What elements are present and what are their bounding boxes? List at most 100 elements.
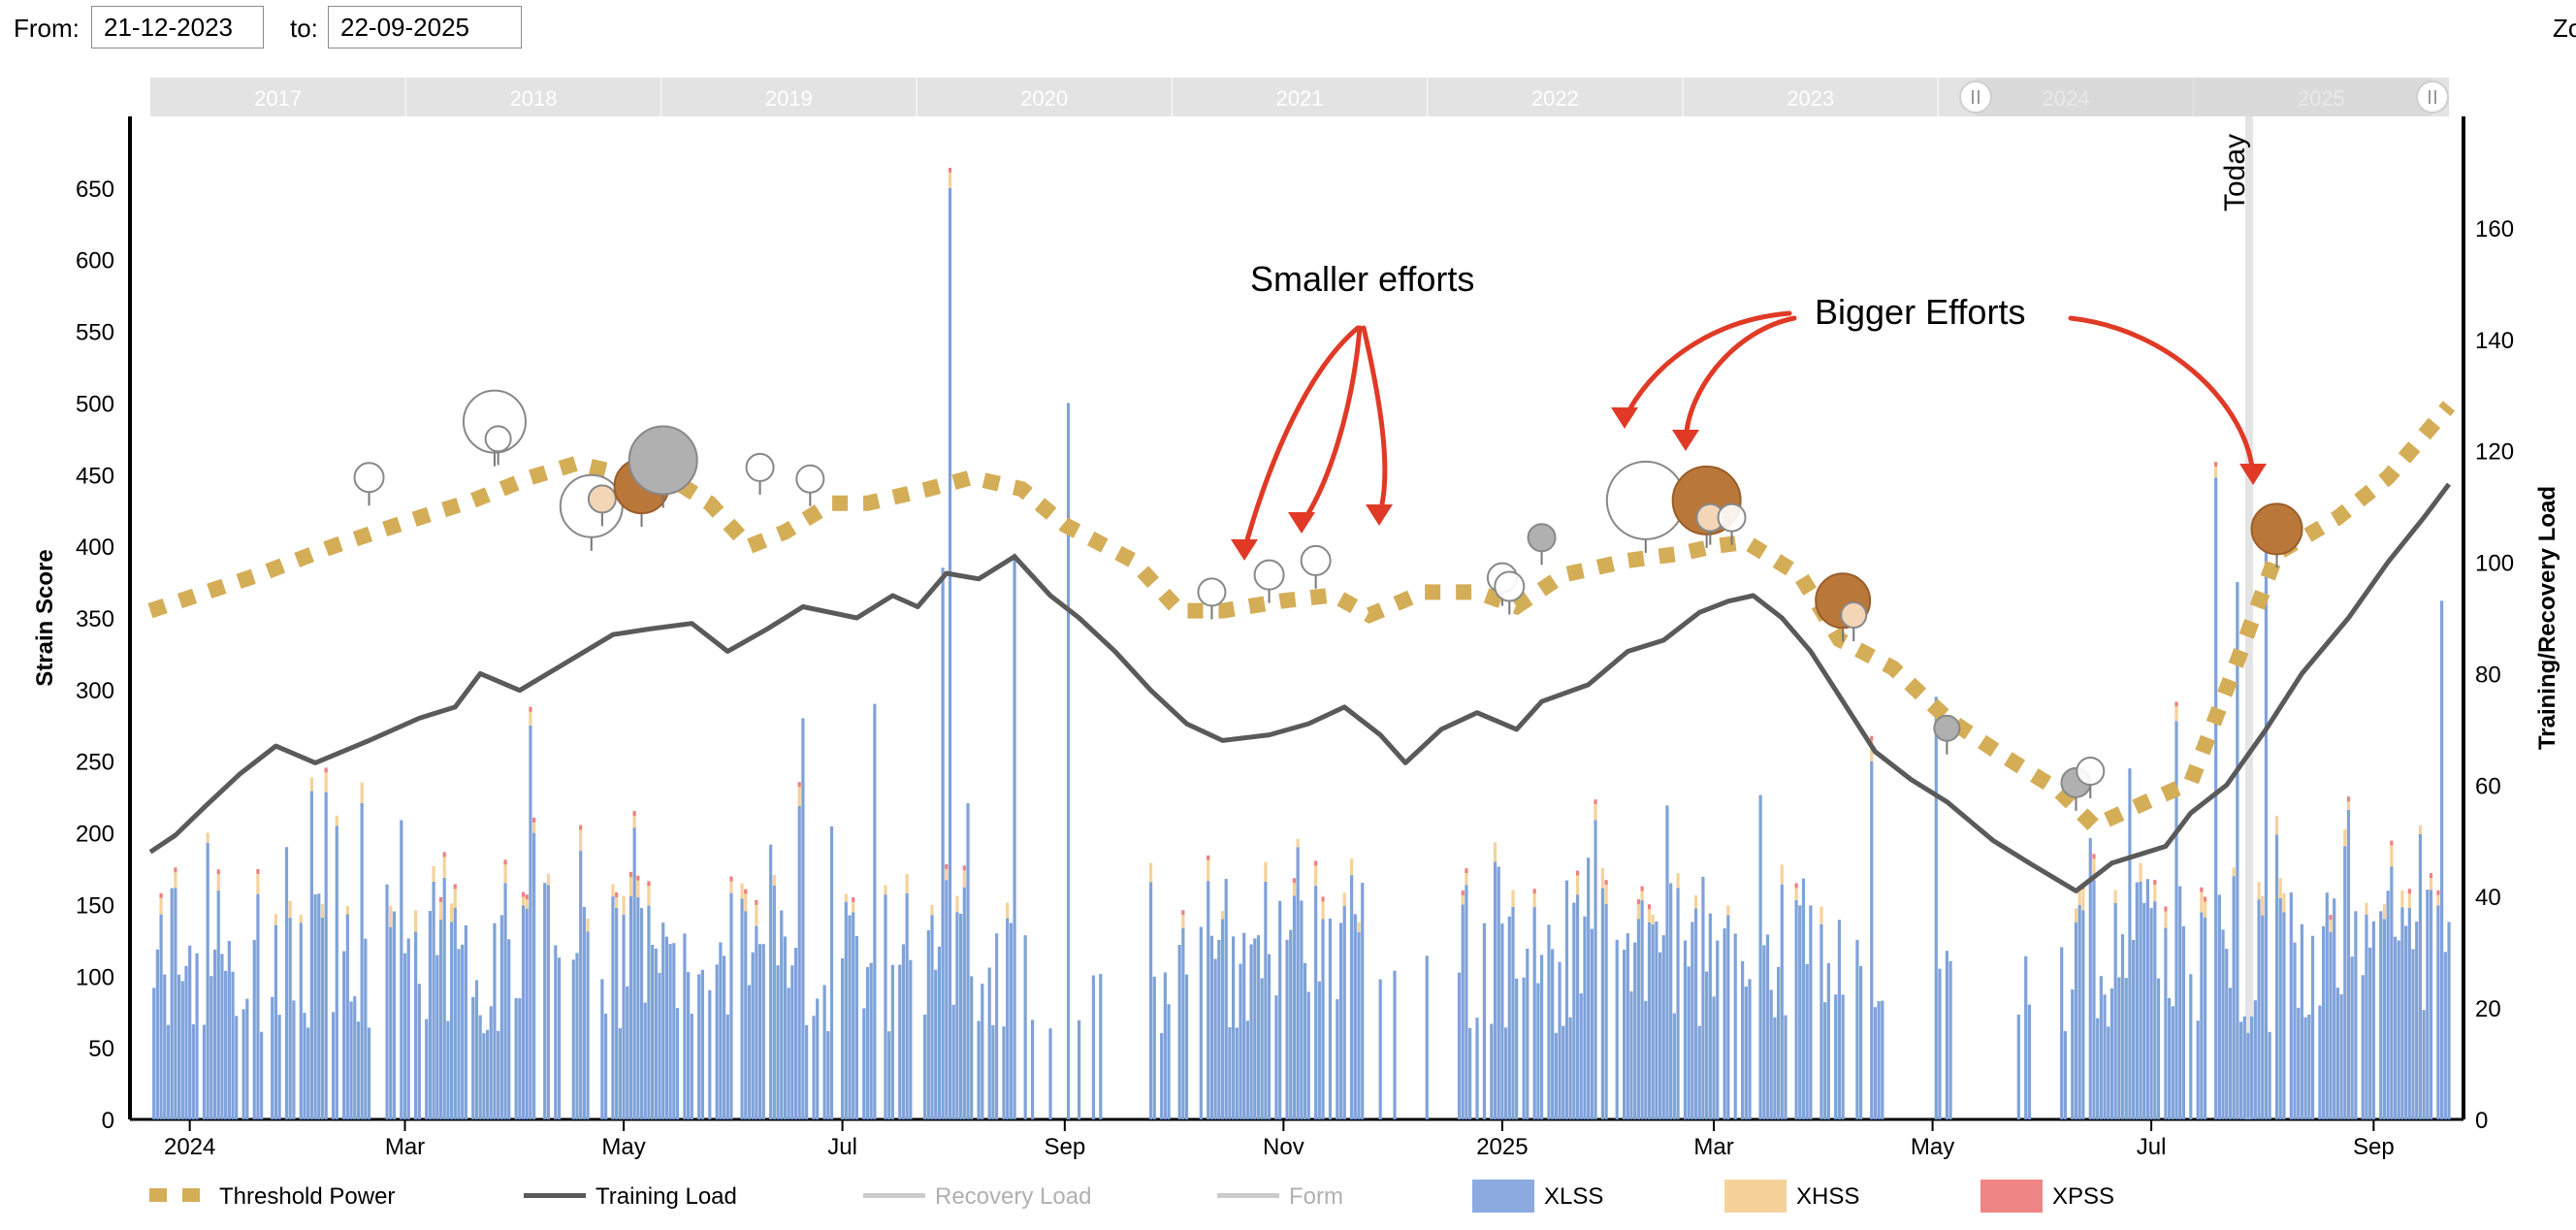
effort-bubble[interactable] <box>1197 577 1227 607</box>
xlss-bar <box>364 938 368 1119</box>
left-tick-label: 450 <box>76 463 114 489</box>
xlss-bar <box>389 926 393 1119</box>
effort-bubble[interactable] <box>795 464 825 494</box>
xlss-bar <box>2422 1010 2426 1119</box>
xlss-bar <box>1522 977 1526 1119</box>
xhss-bar <box>2418 825 2423 834</box>
effort-bubble[interactable] <box>1494 570 1526 602</box>
xlss-bar <box>2261 915 2265 1119</box>
xlss-bar <box>2443 952 2447 1119</box>
effort-bubble[interactable] <box>1933 714 1961 742</box>
xlss-bar <box>385 884 389 1119</box>
xlss-bar <box>1809 905 1813 1119</box>
arrow-head <box>1231 539 1258 561</box>
effort-bubbles <box>353 389 2303 811</box>
xhss-bar <box>740 883 744 899</box>
xlss-bar <box>1475 1018 1479 1119</box>
xhss-bar <box>2329 920 2333 933</box>
xlss-bar <box>2103 994 2107 1119</box>
navigator-selection[interactable] <box>1976 78 2431 116</box>
xlss-bar <box>2343 846 2347 1119</box>
xlss-bar <box>1629 991 1633 1119</box>
xlss-bar <box>335 825 338 1119</box>
xhss-bar <box>632 816 636 828</box>
xpss-bar <box>324 767 328 773</box>
xlss-bar <box>1676 888 1680 1119</box>
xlss-bar <box>2027 1004 2032 1119</box>
xlss-bar <box>1776 966 1781 1119</box>
xlss-bar <box>2250 1016 2254 1119</box>
xlss-bar <box>840 957 845 1119</box>
xhss-bar <box>611 884 615 897</box>
xhss-bar <box>955 895 959 913</box>
xlss-bar <box>342 951 346 1119</box>
xlss-bar <box>1693 908 1698 1119</box>
xlss-bar <box>1235 1027 1239 1119</box>
navigator-left-handle[interactable] <box>1959 81 1992 113</box>
xhss-bar <box>2436 894 2440 906</box>
effort-bubble[interactable] <box>1253 559 1285 591</box>
xlss-bar <box>2297 1007 2301 1119</box>
xlss-bar <box>1784 1015 1787 1119</box>
xpss-bar <box>2214 462 2218 468</box>
xlss-bar <box>1945 951 1948 1119</box>
xlss-bar <box>1184 974 1189 1119</box>
range-navigator[interactable]: 201720182019202020212022202320242025 <box>150 78 2449 116</box>
effort-bubble[interactable] <box>353 462 385 494</box>
xlss-bar <box>1712 996 1716 1119</box>
xhss-bar <box>432 865 435 882</box>
arrow-head <box>2239 464 2267 485</box>
series-lines <box>147 401 2456 893</box>
xlss-bar <box>697 974 701 1119</box>
xhss-bar <box>521 896 526 906</box>
effort-bubble[interactable] <box>628 425 698 496</box>
xlss-bar <box>1690 922 1694 1119</box>
xlss-bar <box>212 949 217 1119</box>
xlss-bar <box>1748 979 1752 1119</box>
xhss-bar <box>1532 893 1536 908</box>
navigator-right-handle[interactable] <box>2416 81 2449 113</box>
xlss-bar <box>400 820 403 1119</box>
xhss-bar <box>288 900 292 919</box>
left-tick-label: 150 <box>76 892 114 919</box>
xhss-bar <box>2365 902 2368 915</box>
effort-bubble[interactable] <box>1300 544 1332 576</box>
xlss-bar <box>309 791 313 1119</box>
xhss-bar <box>159 897 163 915</box>
x-axis-ticks: 2024 Mar May Jul Sep Nov 2025 Mar May Jul Sep <box>164 1119 2395 1160</box>
xlss-bar <box>2074 922 2078 1119</box>
effort-bubble[interactable] <box>587 484 617 514</box>
left-tick-label: 600 <box>76 248 114 275</box>
xpss-bar <box>438 896 443 902</box>
xlss-bar <box>428 911 432 1119</box>
effort-bubble[interactable] <box>2076 757 2106 787</box>
xlss-bar <box>2228 987 2233 1119</box>
xlss-bar <box>499 915 503 1119</box>
xlss-bar <box>1209 935 1214 1119</box>
left-tick-label: 350 <box>76 606 114 632</box>
xlss-bar <box>1762 945 1766 1119</box>
xlss-bar <box>202 1024 207 1119</box>
xhss-bar <box>1726 905 1730 916</box>
effort-bubble[interactable] <box>1527 523 1557 553</box>
xhss-bar <box>1493 842 1497 862</box>
xpss-bar <box>174 867 177 873</box>
effort-bubble[interactable] <box>745 452 775 482</box>
from-date-input[interactable] <box>91 6 264 49</box>
xhss-bar <box>1600 868 1605 889</box>
xlss-bar <box>2099 976 2103 1119</box>
effort-bubble[interactable] <box>2250 502 2303 556</box>
xhss-bar <box>2092 858 2096 881</box>
effort-bubble[interactable] <box>1717 502 1747 533</box>
to-date-input[interactable] <box>328 6 522 49</box>
xpss-bar <box>647 881 651 887</box>
xlss-bar <box>546 885 551 1119</box>
effort-bubble[interactable] <box>484 425 512 453</box>
xlss-bar <box>981 984 984 1119</box>
xlss-bar <box>414 931 418 1119</box>
xlss-bar <box>1342 905 1346 1119</box>
xlss-bar <box>224 970 228 1119</box>
xlss-bar <box>1224 879 1228 1119</box>
xlss-bar <box>1217 939 1221 1119</box>
effort-bubble[interactable] <box>1840 601 1868 630</box>
